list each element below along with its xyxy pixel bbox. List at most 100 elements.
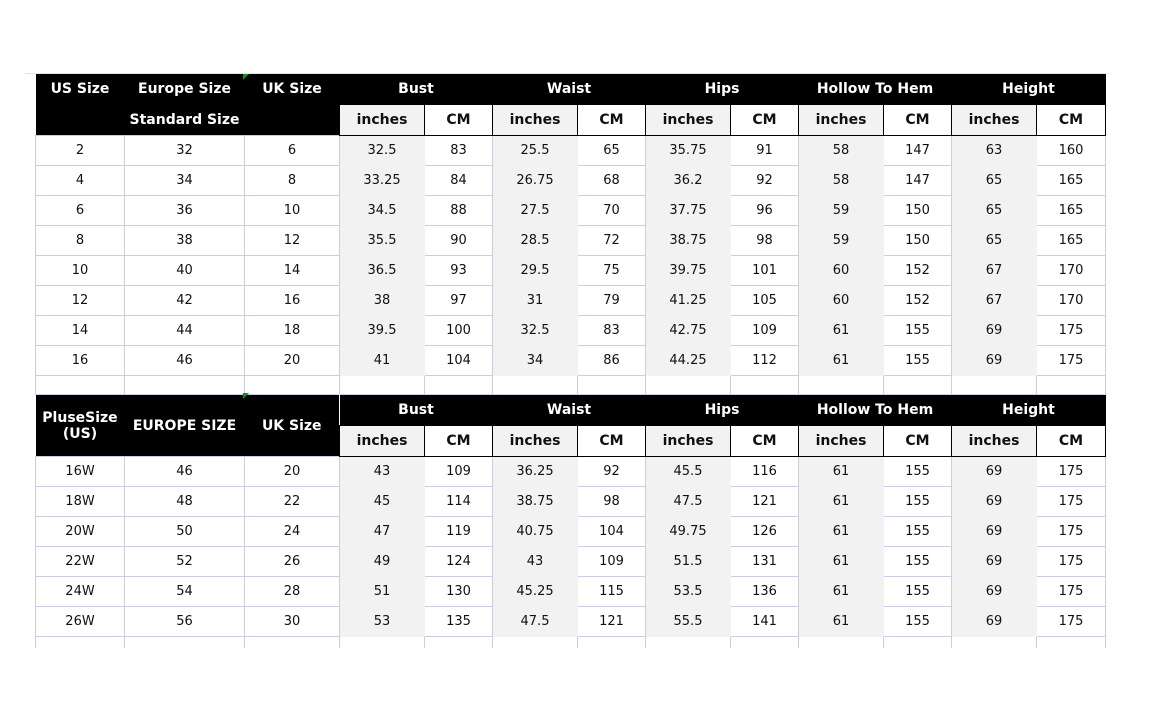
blank-cell (577, 375, 646, 395)
table-cell: 61 (798, 456, 884, 487)
table-cell: 155 (883, 516, 952, 547)
table-cell: 175 (1036, 456, 1106, 487)
table-cell: 69 (951, 606, 1037, 637)
table-cell: 115 (577, 576, 646, 607)
cm-header: CM (424, 425, 493, 457)
table-cell: 18W (35, 486, 125, 517)
table-cell: 75 (577, 255, 646, 286)
cm-header: CM (883, 425, 952, 457)
table-cell: 24 (244, 516, 340, 547)
table-cell: 155 (883, 456, 952, 487)
table-cell: 170 (1036, 255, 1106, 286)
table-cell: 20 (244, 456, 340, 487)
blank-cell (492, 375, 578, 395)
blank-cell (35, 636, 125, 648)
table-cell: 38 (339, 285, 425, 316)
table-cell: 39.75 (645, 255, 731, 286)
table-cell: 165 (1036, 165, 1106, 196)
table-cell: 51 (339, 576, 425, 607)
table-cell: 32.5 (339, 135, 425, 166)
table-cell: 155 (883, 576, 952, 607)
table-cell: 40.75 (492, 516, 578, 547)
table-cell: 37.75 (645, 195, 731, 226)
table-cell: 28 (244, 576, 340, 607)
inches-header: inches (492, 425, 578, 457)
table-cell: 119 (424, 516, 493, 547)
table-cell: 152 (883, 285, 952, 316)
table-cell: 8 (35, 225, 125, 256)
table-cell: 141 (730, 606, 799, 637)
table-cell: 98 (730, 225, 799, 256)
table-cell: 36.2 (645, 165, 731, 196)
table-cell: 175 (1036, 315, 1106, 346)
table-cell: 49.75 (645, 516, 731, 547)
inches-header: inches (798, 104, 884, 136)
table-cell: 175 (1036, 546, 1106, 577)
table-cell: 30 (244, 606, 340, 637)
table-cell: 18 (244, 315, 340, 346)
cm-header: CM (730, 425, 799, 457)
table-cell: 104 (577, 516, 646, 547)
uk-size-header: UK Size (244, 74, 340, 105)
table-cell: 16 (35, 345, 125, 376)
table-cell: 47.5 (645, 486, 731, 517)
table-cell: 105 (730, 285, 799, 316)
table-cell: 88 (424, 195, 493, 226)
measure-group-header: Hips (645, 394, 799, 426)
table-cell: 93 (424, 255, 493, 286)
table-cell: 83 (577, 315, 646, 346)
table-row: 10 40 14 36.5 93 29.5 75 39.75 101 60 152 67 170 (35, 255, 1106, 286)
measure-group-header: Waist (492, 74, 646, 105)
table-row: 16W 46 20 43 109 36.25 92 45.5 116 61 155 69 175 (35, 456, 1106, 487)
table-cell: 53.5 (645, 576, 731, 607)
table-cell: 175 (1036, 516, 1106, 547)
table-cell: 10 (35, 255, 125, 286)
table-cell: 12 (244, 225, 340, 256)
table-row: 2 32 6 32.5 83 25.5 65 35.75 91 58 147 63 160 (35, 135, 1106, 166)
table-cell: 38 (124, 225, 245, 256)
europe-size-header: EUROPE SIZE (124, 394, 245, 457)
blank-cell (492, 636, 578, 648)
table-cell: 53 (339, 606, 425, 637)
table-cell: 147 (883, 165, 952, 196)
table-cell: 56 (124, 606, 245, 637)
table-cell: 69 (951, 315, 1037, 346)
table-cell: 69 (951, 486, 1037, 517)
blank-cell (35, 375, 125, 395)
blank-cell (124, 636, 245, 648)
blank-cell (124, 375, 245, 395)
table-cell: 60 (798, 285, 884, 316)
table-cell: 54 (124, 576, 245, 607)
table-cell: 48 (124, 486, 245, 517)
measure-group-header: Height (951, 394, 1106, 426)
uk-size-header: UK Size (244, 394, 340, 457)
measure-group-header: Waist (492, 394, 646, 426)
blank-cell (730, 375, 799, 395)
table-cell: 84 (424, 165, 493, 196)
table-cell: 175 (1036, 606, 1106, 637)
table-cell: 59 (798, 225, 884, 256)
table-cell: 36 (124, 195, 245, 226)
cm-header: CM (1036, 104, 1106, 136)
blank-cell (645, 375, 731, 395)
table-cell: 101 (730, 255, 799, 286)
table-row: 26W 56 30 53 135 47.5 121 55.5 141 61 155 69 175 (35, 606, 1106, 637)
table-cell: 116 (730, 456, 799, 487)
table-cell: 83 (424, 135, 493, 166)
table-cell: 46 (124, 456, 245, 487)
measure-group-header: Height (951, 74, 1106, 105)
table-cell: 72 (577, 225, 646, 256)
measure-group-header: Bust (339, 74, 493, 105)
table-cell: 100 (424, 315, 493, 346)
table-cell: 26.75 (492, 165, 578, 196)
inches-header: inches (645, 425, 731, 457)
table-cell: 61 (798, 345, 884, 376)
cm-header: CM (577, 425, 646, 457)
table-cell: 58 (798, 165, 884, 196)
measure-group-header: Bust (339, 394, 493, 426)
table-cell: 65 (951, 165, 1037, 196)
table-cell: 70 (577, 195, 646, 226)
table-cell: 38.75 (492, 486, 578, 517)
table-cell: 39.5 (339, 315, 425, 346)
measure-group-header: Hips (645, 74, 799, 105)
